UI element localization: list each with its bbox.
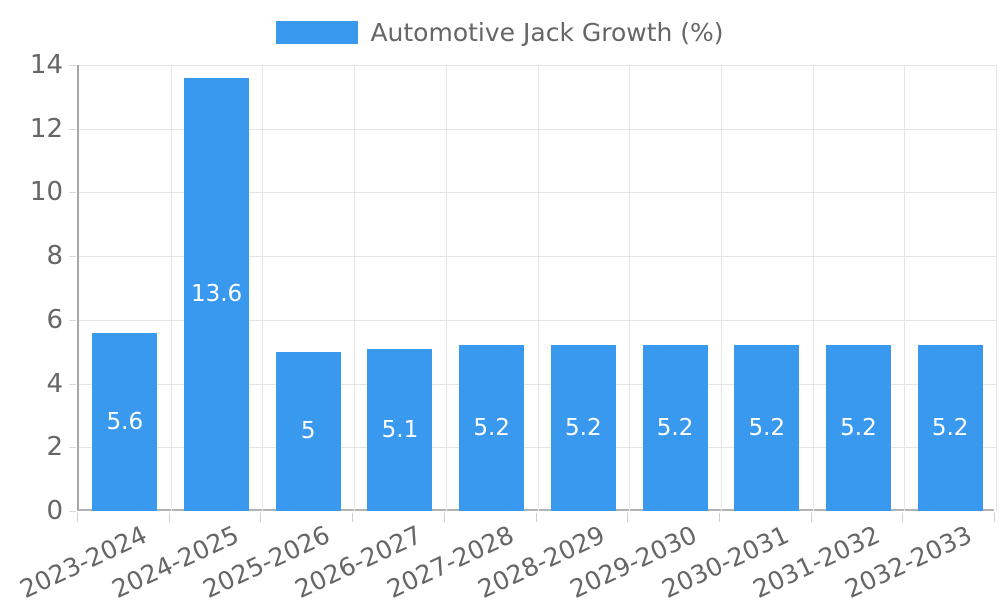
y-tick-label-4: 4 [46,368,63,399]
gridline-x-boundary-10 [996,65,997,511]
gridline-x-boundary-6 [629,65,631,511]
bar-2026-2027[interactable]: 5.1 [367,348,433,511]
y-tick-label-14: 14 [29,50,63,80]
bar-value-label: 13.6 [190,281,243,308]
gridline-x-boundary-5 [537,65,539,511]
x-tick-mark [443,513,445,522]
bar-2030-2031[interactable]: 5.2 [734,345,800,511]
bar-value-label: 5.2 [656,415,694,442]
gridline-x-boundary-8 [812,65,814,511]
plot-area: 5.6 13.6 5 5.1 5.2 5.2 5.2 5.2 5.2 5.2 [77,65,997,511]
x-tick-mark [77,513,78,522]
x-tick-mark [168,513,170,522]
bar-2029-2030[interactable]: 5.2 [642,345,708,511]
bar-2028-2029[interactable]: 5.2 [550,345,616,511]
x-tick-mark [718,513,720,522]
x-tick-mark [260,513,262,522]
gridline-x-boundary-3 [354,65,356,511]
legend-item[interactable]: Automotive Jack Growth (%) [0,18,1000,47]
y-tick-label-6: 6 [46,304,63,335]
bar-value-label: 5.6 [106,408,144,435]
y-tick-mark [69,65,76,66]
y-tick-label-10: 10 [29,177,63,208]
y-tick-mark [69,256,76,258]
gridline-x-boundary-7 [720,65,722,511]
gridline-x-boundary-2 [262,65,264,511]
y-tick-mark [69,319,76,321]
x-tick-mark [352,513,354,522]
legend-label: Automotive Jack Growth (%) [370,18,724,47]
bar-value-label: 5.2 [931,415,969,442]
bar-2031-2032[interactable]: 5.2 [825,345,891,511]
bar-value-label: 5.1 [381,416,419,443]
x-tick-mark [994,513,995,522]
bar-2027-2028[interactable]: 5.2 [459,345,525,511]
bar-2032-2033[interactable]: 5.2 [917,345,983,511]
x-tick-mark [535,513,537,522]
bar-2024-2025[interactable]: 13.6 [184,77,250,511]
gridline-x-boundary-9 [904,65,906,511]
bar-2025-2026[interactable]: 5 [275,351,341,511]
y-tick-mark [69,511,76,512]
x-tick-mark [810,513,812,522]
x-tick-mark [902,513,904,522]
gridline-x-boundary-4 [445,65,447,511]
y-tick-label-2: 2 [46,432,63,463]
y-tick-mark [69,192,76,194]
gridline-x-boundary-1 [170,65,172,511]
bar-value-label: 5.2 [840,415,877,442]
y-tick-mark [69,383,76,385]
bar-2023-2024[interactable]: 5.6 [92,332,158,511]
bar-value-label: 5.2 [748,415,786,442]
y-tick-mark [69,447,76,449]
y-tick-mark [69,128,76,130]
bar-value-label: 5.2 [565,415,602,442]
bar-value-label: 5 [300,418,316,445]
bar-value-label: 5.2 [473,415,510,442]
x-tick-mark [627,513,629,522]
y-tick-label-12: 12 [29,113,63,144]
y-tick-label-8: 8 [46,241,63,272]
y-tick-label-0: 0 [46,496,63,526]
legend-swatch [276,21,359,44]
